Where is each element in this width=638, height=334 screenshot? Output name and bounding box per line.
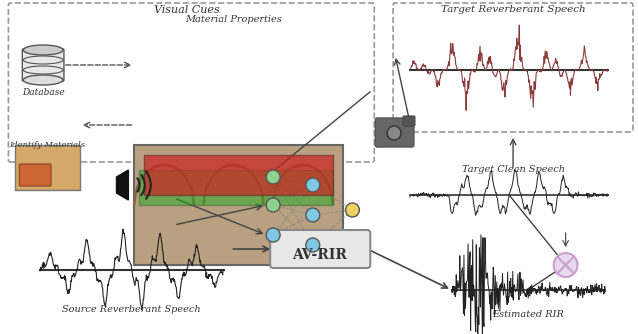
Circle shape [346, 203, 359, 217]
Text: Target Reverberant Speech: Target Reverberant Speech [441, 5, 586, 14]
Circle shape [266, 170, 280, 184]
Text: Visual Cues: Visual Cues [154, 5, 219, 15]
FancyBboxPatch shape [19, 164, 51, 186]
Ellipse shape [24, 75, 63, 85]
FancyBboxPatch shape [144, 155, 332, 195]
Circle shape [306, 178, 320, 192]
FancyBboxPatch shape [403, 116, 415, 126]
Text: Database: Database [22, 88, 64, 97]
FancyBboxPatch shape [15, 145, 80, 190]
FancyBboxPatch shape [22, 49, 64, 81]
Ellipse shape [24, 45, 63, 55]
Circle shape [306, 208, 320, 222]
Circle shape [387, 126, 401, 140]
Circle shape [266, 198, 280, 212]
Text: Estimated RIR: Estimated RIR [492, 310, 564, 319]
Circle shape [266, 228, 280, 242]
Polygon shape [117, 170, 128, 200]
Text: Source Reverberant Speech: Source Reverberant Speech [62, 305, 201, 314]
Text: Target Clean Speech: Target Clean Speech [461, 165, 565, 174]
FancyBboxPatch shape [375, 118, 414, 147]
Text: Identify Materials: Identify Materials [9, 141, 85, 149]
FancyBboxPatch shape [135, 145, 343, 265]
Circle shape [554, 253, 577, 277]
FancyBboxPatch shape [139, 170, 332, 205]
Circle shape [306, 238, 320, 252]
Text: AV-RIR: AV-RIR [292, 248, 347, 262]
Text: Panoramic Image: Panoramic Image [190, 145, 277, 154]
FancyBboxPatch shape [270, 230, 370, 268]
Text: Material Properties: Material Properties [185, 15, 282, 24]
